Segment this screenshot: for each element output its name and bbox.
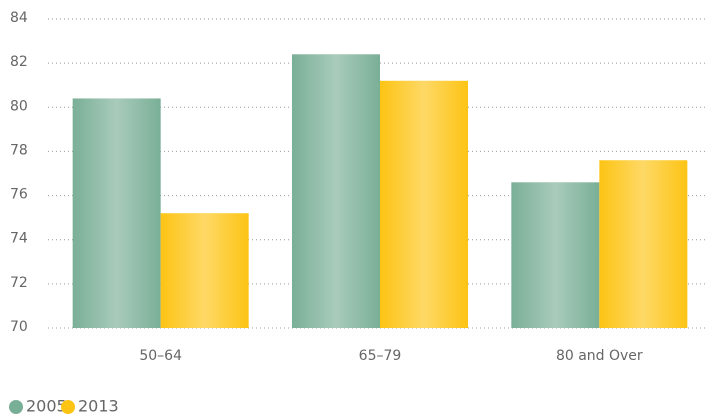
y-tick-label: 74 bbox=[10, 231, 28, 247]
x-tick-label: 80 and Over bbox=[556, 348, 643, 364]
legend-label: 2013 bbox=[78, 397, 119, 416]
bar bbox=[599, 160, 688, 328]
legend-label: 2005 bbox=[26, 397, 67, 416]
bar bbox=[380, 80, 468, 328]
y-tick-label: 78 bbox=[10, 142, 28, 158]
y-tick-label: 84 bbox=[10, 10, 28, 26]
legend-marker bbox=[9, 400, 23, 414]
bar bbox=[160, 213, 249, 328]
x-tick-label: 50–64 bbox=[139, 348, 182, 364]
y-tick-label: 82 bbox=[10, 54, 28, 70]
bar bbox=[292, 54, 380, 329]
bar bbox=[72, 98, 161, 328]
y-tick-label: 76 bbox=[10, 187, 28, 203]
y-tick-label: 70 bbox=[10, 319, 28, 335]
legend-marker bbox=[61, 400, 75, 414]
y-tick-label: 80 bbox=[10, 98, 28, 114]
y-tick-label: 72 bbox=[10, 275, 28, 291]
bar bbox=[511, 182, 600, 328]
x-tick-label: 65–79 bbox=[359, 348, 402, 364]
